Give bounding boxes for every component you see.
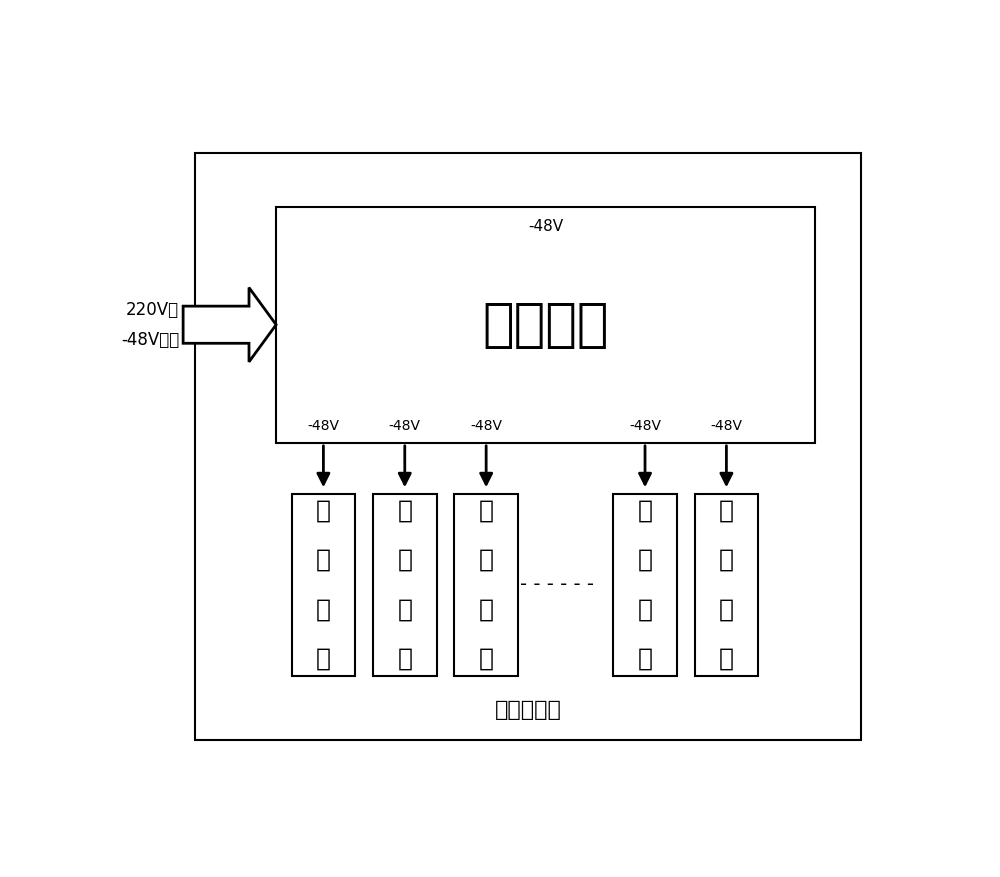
Text: 务: 务 [638, 548, 653, 572]
Text: 交: 交 [397, 498, 412, 523]
Text: -48V: -48V [470, 418, 502, 432]
Text: 单: 单 [719, 597, 734, 622]
Text: 控: 控 [316, 548, 331, 572]
Text: 板: 板 [479, 597, 494, 622]
Text: 220V或: 220V或 [126, 301, 179, 319]
Text: 业: 业 [479, 498, 494, 523]
Text: 板: 板 [638, 597, 653, 622]
Text: -48V: -48V [710, 418, 742, 432]
Text: 务: 务 [479, 548, 494, 572]
Text: -48V: -48V [389, 418, 421, 432]
Bar [454, 494, 518, 676]
Text: -48V: -48V [629, 418, 661, 432]
Text: 板: 板 [316, 597, 331, 622]
Text: 光传输设备: 光传输设备 [495, 700, 561, 720]
Text: - - - - - -: - - - - - - [520, 575, 594, 595]
Text: 元: 元 [719, 647, 734, 671]
Bar [695, 494, 758, 676]
Bar [613, 494, 677, 676]
Text: -48V输入: -48V输入 [121, 331, 179, 348]
Text: 扇: 扇 [719, 548, 734, 572]
Text: 换: 换 [397, 548, 412, 572]
Text: -48V: -48V [528, 219, 563, 234]
Text: 板: 板 [397, 597, 412, 622]
Bar [292, 494, 355, 676]
Bar [195, 153, 861, 740]
Bar [276, 207, 815, 443]
Text: 风: 风 [719, 498, 734, 523]
Text: 卡: 卡 [316, 647, 331, 671]
Text: 卡: 卡 [397, 647, 412, 671]
Bar [373, 494, 437, 676]
Text: -48V: -48V [307, 418, 339, 432]
Text: 业: 业 [638, 498, 653, 523]
Text: 卡: 卡 [638, 647, 653, 671]
Text: 主: 主 [316, 498, 331, 523]
Polygon shape [183, 288, 276, 362]
Text: 电源单元: 电源单元 [482, 299, 609, 351]
Text: 卡: 卡 [479, 647, 494, 671]
